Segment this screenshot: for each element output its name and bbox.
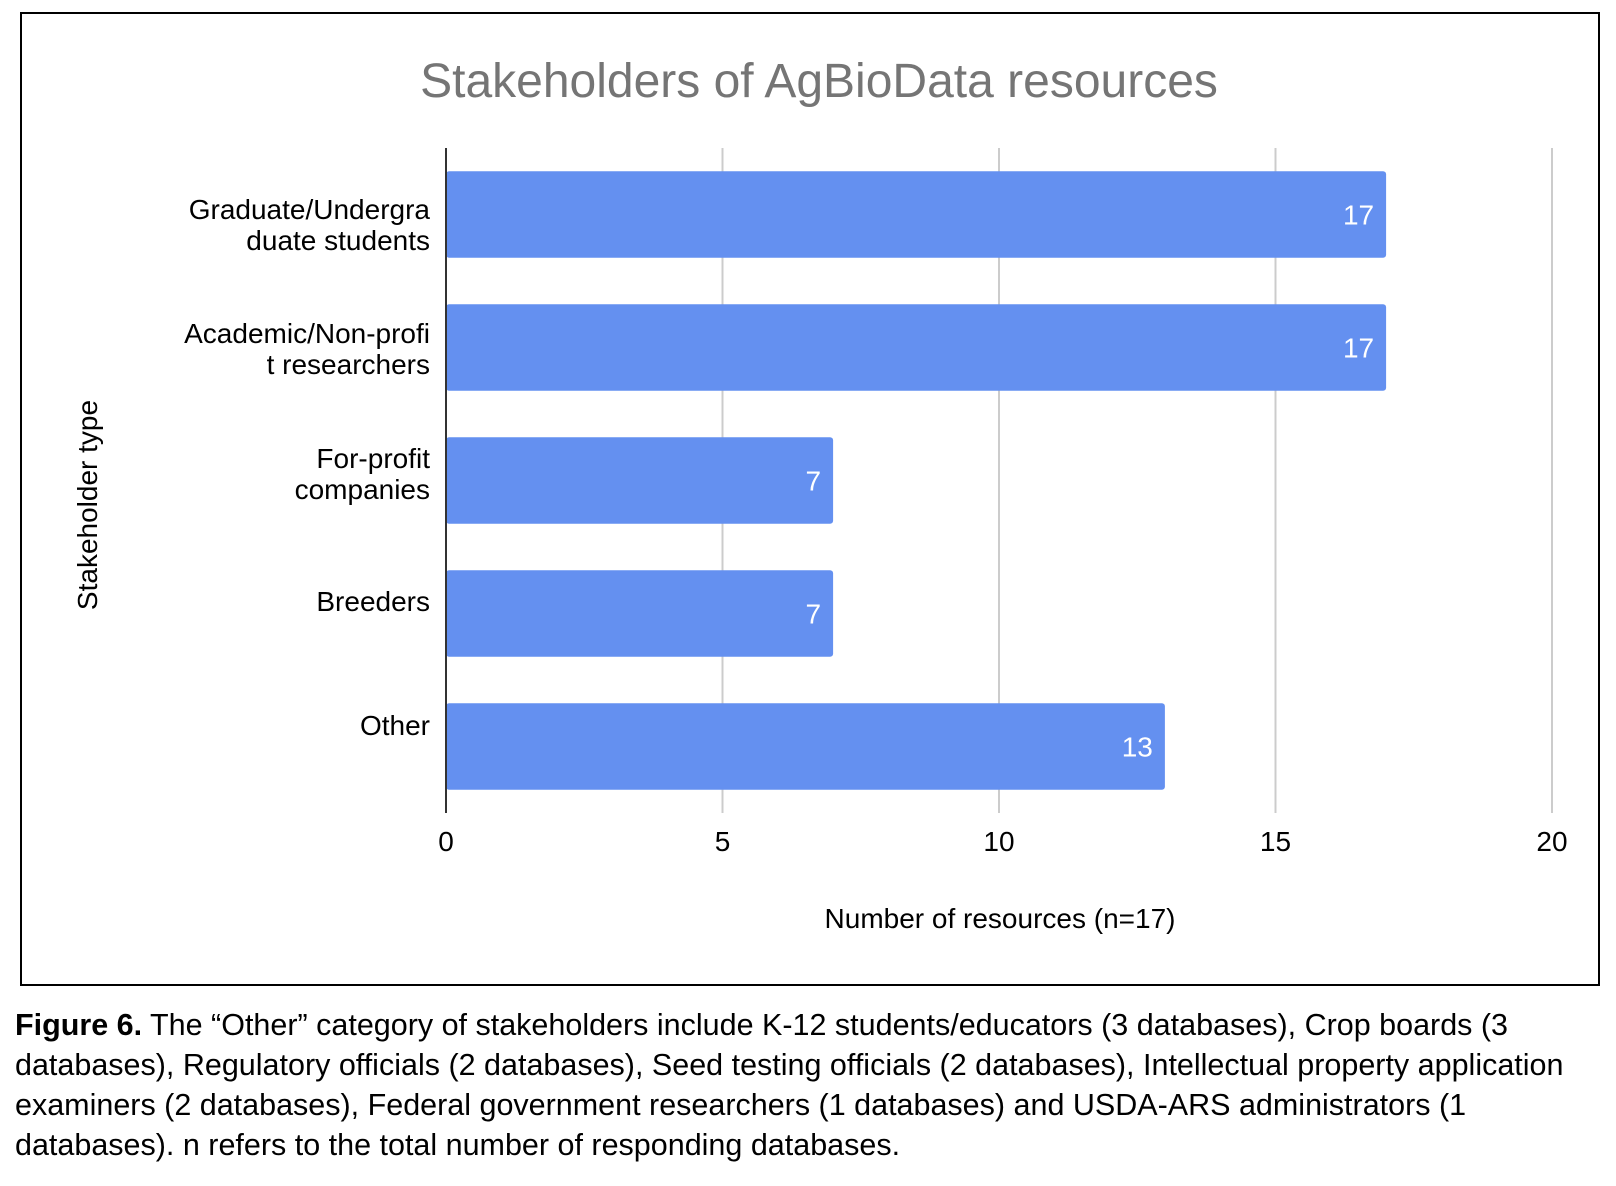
figure-label: Figure 6.	[15, 1008, 143, 1042]
bar-value-label: 7	[806, 466, 822, 497]
x-tick-label: 20	[1536, 826, 1567, 857]
category-label: Academic/Non-profi t researchers	[184, 318, 430, 380]
x-tick-label: 5	[715, 826, 731, 857]
bar-value-label: 7	[806, 599, 822, 630]
x-tick-label: 15	[1260, 826, 1291, 857]
bar-value-label: 13	[1122, 732, 1153, 763]
bar	[446, 703, 1165, 790]
category-label: Other	[359, 710, 430, 741]
bar-value-label: 17	[1343, 200, 1374, 231]
category-label: For-profit companies	[294, 443, 430, 505]
category-label: Breeders	[316, 586, 430, 617]
bar	[446, 437, 834, 524]
bar	[446, 304, 1387, 391]
caption-text: The “Other” category of stakeholders inc…	[15, 1008, 1564, 1162]
bar-value-label: 17	[1343, 333, 1374, 364]
category-label: Graduate/Undergra duate students	[188, 194, 430, 256]
figure-caption: Figure 6. The “Other” category of stakeh…	[15, 1005, 1605, 1165]
chart-title: Stakeholders of AgBioData resources	[420, 55, 1218, 108]
x-tick-label: 0	[438, 826, 454, 857]
bar-chart-svg: 17 17 7 7 13 0 5 10 15 20	[438, 148, 1568, 857]
bar	[446, 171, 1387, 258]
x-tick-label: 10	[983, 826, 1014, 857]
x-axis-label: Number of resources (n=17)	[824, 903, 1176, 934]
bar	[446, 570, 834, 657]
